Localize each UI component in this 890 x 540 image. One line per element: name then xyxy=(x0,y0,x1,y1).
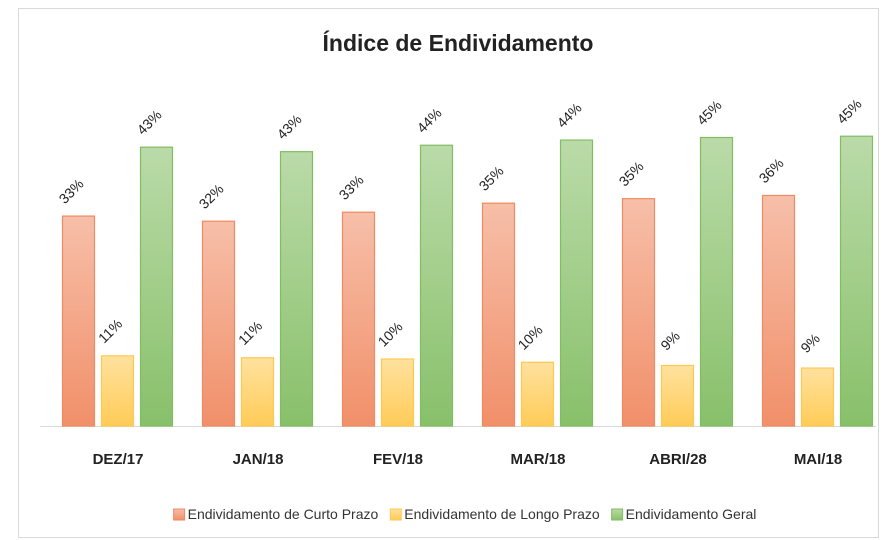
bar xyxy=(761,194,796,427)
bar xyxy=(699,136,734,427)
bar xyxy=(341,211,376,427)
bar xyxy=(380,358,415,427)
bar xyxy=(520,361,555,427)
legend-swatch xyxy=(173,508,186,521)
bar xyxy=(201,220,236,427)
bar xyxy=(621,198,656,427)
x-tick-label: JAN/18 xyxy=(233,451,284,468)
x-tick-label: DEZ/17 xyxy=(93,451,144,468)
legend-label: Endividamento de Longo Prazo xyxy=(404,506,600,522)
legend-swatch xyxy=(389,508,402,521)
x-tick-label: MAR/18 xyxy=(510,451,565,468)
legend-label: Endividamento Geral xyxy=(626,506,757,522)
legend-swatch xyxy=(611,508,624,521)
bar xyxy=(660,364,695,427)
x-tick-label: MAI/18 xyxy=(794,451,842,468)
legend-label: Endividamento de Curto Prazo xyxy=(188,506,379,522)
bar xyxy=(240,357,275,427)
bar xyxy=(279,151,314,427)
chart-title: Índice de Endividamento xyxy=(323,29,594,56)
bar xyxy=(419,144,454,427)
bar xyxy=(61,215,96,427)
bar xyxy=(481,202,516,427)
x-tick-label: FEV/18 xyxy=(373,451,423,468)
bar xyxy=(800,367,835,427)
bar xyxy=(100,355,135,427)
x-tick-label: ABRI/28 xyxy=(649,451,707,468)
bar xyxy=(139,146,174,427)
bar xyxy=(839,135,874,427)
bar xyxy=(559,139,594,427)
legend: Endividamento de Curto Prazo Endividament… xyxy=(173,506,757,522)
